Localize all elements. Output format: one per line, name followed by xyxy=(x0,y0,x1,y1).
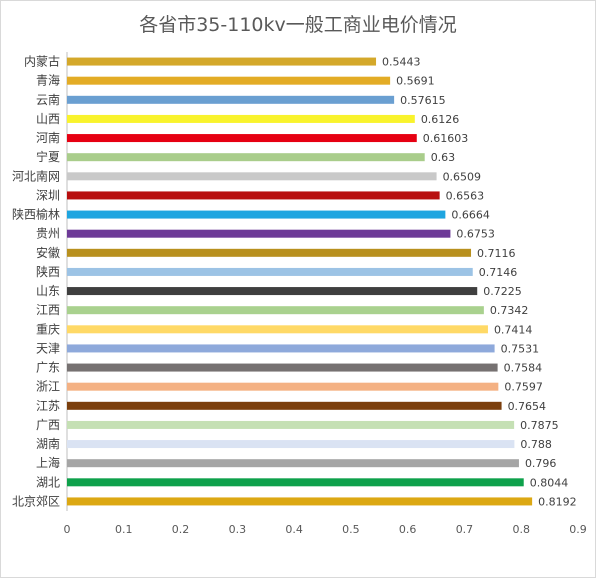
data-label: 0.57615 xyxy=(400,94,446,107)
bar xyxy=(67,229,451,238)
bar xyxy=(67,172,437,181)
category-label: 浙江 xyxy=(36,380,60,394)
data-label: 0.6664 xyxy=(451,209,490,222)
category-label: 宁夏 xyxy=(36,149,60,164)
data-label: 0.7225 xyxy=(483,285,522,298)
data-label: 0.6753 xyxy=(456,228,495,241)
x-tick-label: 0.3 xyxy=(229,523,247,536)
data-label: 0.7146 xyxy=(479,266,518,279)
bar xyxy=(67,134,417,143)
x-tick-label: 0.2 xyxy=(172,523,190,536)
bar xyxy=(67,287,478,296)
category-label: 青海 xyxy=(36,73,60,88)
bar xyxy=(67,363,498,372)
category-label: 陕西 xyxy=(36,264,60,279)
x-tick-label: 0 xyxy=(64,523,71,536)
bar xyxy=(67,325,488,334)
category-label: 广西 xyxy=(36,418,60,432)
bar xyxy=(67,153,425,162)
data-label: 0.7414 xyxy=(494,323,533,336)
bar xyxy=(67,76,391,85)
bar xyxy=(67,248,472,257)
data-label: 0.7116 xyxy=(477,247,515,260)
bar xyxy=(67,382,499,391)
bar xyxy=(67,95,395,104)
category-label: 云南 xyxy=(36,92,60,107)
bar xyxy=(67,420,515,429)
category-label: 山东 xyxy=(36,284,60,298)
x-tick-label: 0.4 xyxy=(285,523,303,536)
data-label: 0.6563 xyxy=(446,189,485,202)
x-tick-label: 0.8 xyxy=(512,523,530,536)
data-label: 0.5691 xyxy=(396,75,435,88)
bar xyxy=(67,344,495,353)
bar xyxy=(67,401,502,410)
data-label: 0.788 xyxy=(520,438,552,451)
category-label: 广东 xyxy=(36,361,60,375)
category-label: 江苏 xyxy=(36,399,60,413)
category-label: 湖南 xyxy=(36,436,60,451)
category-label: 安徽 xyxy=(36,245,60,260)
data-label: 0.7584 xyxy=(504,362,543,375)
bar xyxy=(67,497,533,506)
bar xyxy=(67,440,515,449)
data-label: 0.796 xyxy=(525,457,557,470)
bar xyxy=(67,478,524,487)
data-label: 0.5443 xyxy=(382,56,421,69)
data-label: 0.7342 xyxy=(490,304,528,317)
data-label: 0.6509 xyxy=(443,170,482,183)
category-label: 山西 xyxy=(36,112,60,126)
chart-title: 各省市35-110kv一般工商业电价情况 xyxy=(139,14,457,36)
x-tick-label: 0.5 xyxy=(342,523,360,536)
bar xyxy=(67,57,377,66)
category-label: 北京郊区 xyxy=(12,494,60,508)
bar xyxy=(67,210,446,219)
data-label: 0.7654 xyxy=(508,400,547,413)
bar xyxy=(67,459,519,468)
category-label: 天津 xyxy=(36,341,60,355)
category-label: 内蒙古 xyxy=(24,54,60,69)
data-label: 0.7597 xyxy=(504,381,543,394)
category-label: 陕西榆林 xyxy=(12,207,60,222)
category-label: 河北南网 xyxy=(12,168,60,183)
category-label: 贵州 xyxy=(36,227,60,241)
x-tick-label: 0.1 xyxy=(115,523,133,536)
category-label: 河南 xyxy=(36,130,60,145)
category-label: 上海 xyxy=(36,455,60,470)
category-label: 重庆 xyxy=(36,322,60,336)
category-label: 湖北 xyxy=(36,474,60,489)
category-label: 深圳 xyxy=(36,188,60,202)
bar xyxy=(67,114,415,123)
data-label: 0.63 xyxy=(431,151,456,164)
x-tick-label: 0.7 xyxy=(456,523,474,536)
data-label: 0.6126 xyxy=(421,113,460,126)
data-label: 0.8192 xyxy=(538,495,577,508)
x-tick-label: 0.6 xyxy=(399,523,417,536)
bar xyxy=(67,191,440,200)
category-label: 江西 xyxy=(36,303,60,317)
data-label: 0.8044 xyxy=(530,476,569,489)
bar xyxy=(67,267,473,276)
data-label: 0.7531 xyxy=(501,342,540,355)
x-tick-label: 0.9 xyxy=(569,523,587,536)
data-label: 0.61603 xyxy=(423,132,469,145)
bar xyxy=(67,306,484,315)
data-label: 0.7875 xyxy=(520,419,559,432)
